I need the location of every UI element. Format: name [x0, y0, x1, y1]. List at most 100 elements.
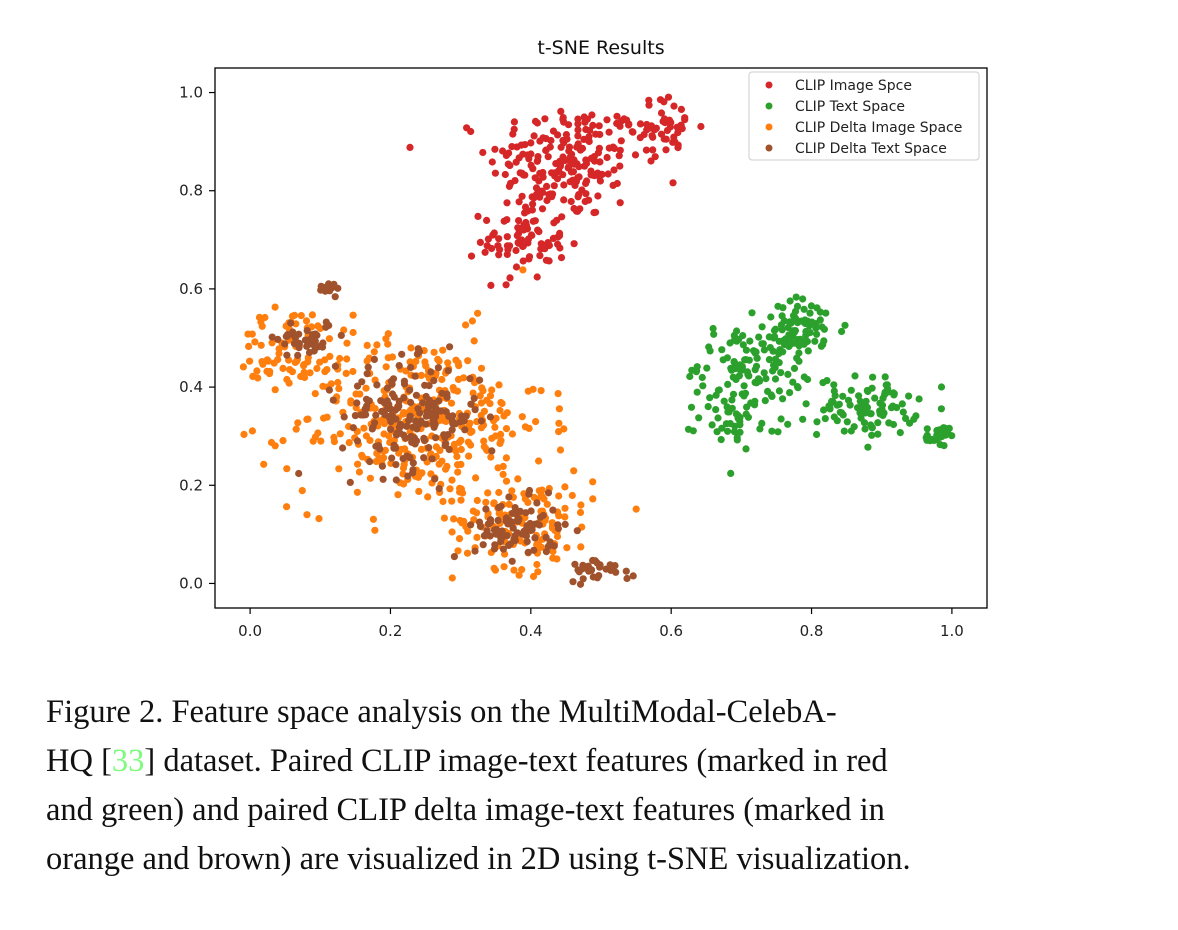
scatter-point	[257, 341, 265, 349]
caption-text: ] dataset. Paired CLIP image-text featur…	[144, 743, 888, 779]
legend-box	[748, 71, 980, 161]
scatter-point	[486, 400, 494, 408]
scatter-point	[864, 387, 872, 396]
scatter-point	[666, 123, 674, 131]
scatter-point	[813, 430, 821, 439]
scatter-point	[372, 457, 380, 466]
y-tick-label: 0.6	[179, 280, 203, 298]
scatter-point	[533, 560, 541, 569]
scatter-point	[295, 469, 303, 478]
scatter-point	[402, 434, 410, 442]
scatter-point	[491, 423, 499, 431]
scatter-point	[483, 527, 491, 535]
scatter-point	[698, 373, 706, 382]
scatter-point	[645, 96, 653, 104]
scatter-point	[530, 132, 538, 140]
scatter-point	[482, 498, 490, 506]
scatter-point	[382, 363, 390, 371]
scatter-point	[542, 146, 550, 155]
scatter-point	[578, 144, 587, 152]
scatter-point	[779, 395, 787, 403]
scatter-point	[579, 575, 587, 583]
scatter-point	[636, 120, 645, 128]
scatter-point	[647, 122, 656, 130]
scatter-point	[524, 235, 533, 243]
scatter-point	[551, 169, 559, 177]
scatter-point	[484, 235, 492, 243]
scatter-point	[804, 375, 812, 384]
scatter-point	[430, 348, 438, 356]
scatter-point	[544, 542, 553, 551]
scatter-point	[722, 420, 731, 428]
scatter-point	[540, 495, 548, 503]
scatter-point	[791, 314, 799, 322]
scatter-point	[438, 416, 446, 424]
scatter-point	[754, 375, 763, 383]
scatter-point	[455, 362, 463, 370]
scatter-point	[392, 476, 400, 484]
scatter-point	[789, 327, 798, 335]
scatter-point	[704, 403, 712, 411]
scatter-point	[732, 335, 741, 343]
scatter-point	[328, 284, 336, 292]
scatter-point	[589, 478, 597, 486]
scatter-point	[790, 364, 799, 372]
scatter-point	[846, 401, 854, 409]
citation-link[interactable]: 33	[111, 743, 145, 779]
scatter-point	[419, 399, 427, 407]
scatter-point	[742, 445, 750, 453]
scatter-point	[482, 445, 490, 453]
scatter-point	[657, 130, 666, 138]
scatter-point	[497, 398, 505, 407]
scatter-point	[617, 137, 625, 145]
scatter-point	[495, 509, 503, 517]
scatter-point	[514, 517, 522, 525]
scatter-point	[505, 500, 513, 508]
scatter-point	[564, 164, 572, 172]
scatter-point	[714, 414, 722, 422]
scatter-point	[623, 574, 631, 583]
scatter-point	[281, 340, 289, 348]
scatter-point	[448, 426, 456, 434]
scatter-point	[480, 407, 488, 415]
scatter-point	[293, 357, 301, 365]
legend-marker-delta-image-space	[765, 123, 773, 131]
scatter-point	[510, 566, 518, 574]
scatter-point	[902, 414, 910, 422]
scatter-point	[369, 515, 377, 523]
scatter-point	[945, 424, 953, 432]
scatter-point	[793, 383, 802, 391]
scatter-point	[445, 445, 453, 454]
scatter-point	[406, 143, 414, 151]
scatter-point	[593, 574, 602, 582]
scatter-point	[439, 346, 447, 354]
scatter-point	[283, 332, 291, 340]
scatter-point	[767, 391, 775, 399]
scatter-point	[371, 419, 379, 427]
scatter-point	[438, 375, 446, 384]
scatter-point	[313, 364, 321, 373]
scatter-point	[499, 462, 507, 470]
scatter-point	[500, 217, 508, 225]
scatter-point	[349, 328, 357, 337]
scatter-point	[712, 391, 720, 399]
scatter-point	[841, 321, 849, 329]
scatter-point	[740, 382, 748, 390]
legend-label-text-space: CLIP Text Space	[795, 99, 905, 115]
scatter-point	[444, 367, 452, 375]
scatter-point	[576, 508, 585, 517]
scatter-point	[542, 256, 551, 264]
scatter-point	[519, 266, 527, 274]
scatter-point	[295, 344, 303, 352]
x-tick-label: 0.0	[238, 622, 262, 640]
scatter-point	[798, 317, 806, 325]
scatter-point	[414, 345, 422, 353]
scatter-point	[549, 547, 557, 556]
scatter-point	[574, 126, 582, 134]
scatter-point	[453, 452, 461, 461]
scatter-point	[570, 240, 578, 248]
scatter-point	[708, 421, 716, 429]
scatter-point	[613, 112, 621, 120]
scatter-point	[303, 327, 311, 335]
scatter-point	[322, 318, 330, 326]
